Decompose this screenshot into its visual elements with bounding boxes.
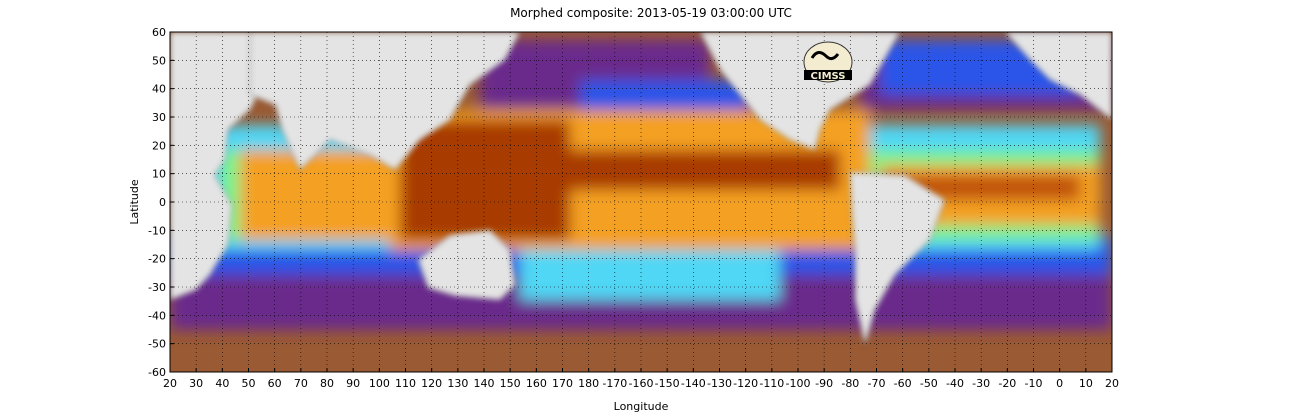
x-tick-label: 70 xyxy=(294,377,308,390)
x-tick-label: 90 xyxy=(346,377,360,390)
y-axis-label: Latitude xyxy=(128,179,141,225)
y-tick-label: 30 xyxy=(152,111,166,124)
x-tick-label: 180 xyxy=(578,377,599,390)
x-tick-label: 140 xyxy=(474,377,495,390)
x-axis-label: Longitude xyxy=(614,400,669,413)
x-tick-label: 50 xyxy=(242,377,256,390)
y-axis-ticks: 60 50 40 30 20 10 0 -10 -20 -30 -40 -50 -60 xyxy=(148,26,174,379)
x-tick-label: 100 xyxy=(369,377,390,390)
y-tick-label: 10 xyxy=(152,168,166,181)
x-tick-label: 20 xyxy=(1105,377,1119,390)
x-tick-label: -150 xyxy=(655,377,680,390)
south-america-land xyxy=(849,171,946,346)
x-tick-label: -50 xyxy=(920,377,938,390)
y-tick-label: -40 xyxy=(148,309,166,322)
x-tick-label: -10 xyxy=(1025,377,1043,390)
x-tick-label: -160 xyxy=(629,377,654,390)
y-tick-label: 20 xyxy=(152,139,166,152)
x-tick-label: -40 xyxy=(946,377,964,390)
x-tick-label: -30 xyxy=(972,377,990,390)
x-tick-label: -140 xyxy=(681,377,706,390)
x-tick-label: 110 xyxy=(395,377,416,390)
x-tick-label: 40 xyxy=(215,377,229,390)
graticule-grid xyxy=(170,32,1112,372)
eurasia-land xyxy=(249,32,521,171)
x-axis-ticks: 20 30 40 50 60 70 80 90 100 110 120 130 140 150 160 170… xyxy=(163,368,1119,390)
x-tick-label: 120 xyxy=(421,377,442,390)
logo-text: CIMSS xyxy=(811,71,846,82)
x-tick-label: 130 xyxy=(447,377,468,390)
x-tick-label: -70 xyxy=(868,377,886,390)
x-tick-label: -80 xyxy=(841,377,859,390)
x-tick-label: 160 xyxy=(526,377,547,390)
x-tick-label: -170 xyxy=(602,377,627,390)
x-tick-label: -90 xyxy=(815,377,833,390)
x-tick-label: -100 xyxy=(786,377,811,390)
y-tick-label: -20 xyxy=(148,253,166,266)
y-tick-label: 40 xyxy=(152,83,166,96)
x-tick-label: -20 xyxy=(998,377,1016,390)
australia-land xyxy=(417,229,516,301)
y-tick-label: -50 xyxy=(148,338,166,351)
greenland-land xyxy=(1004,32,1112,121)
y-tick-label: -30 xyxy=(148,281,166,294)
x-tick-label: -130 xyxy=(707,377,732,390)
x-tick-label: 30 xyxy=(189,377,203,390)
x-tick-label: 150 xyxy=(500,377,521,390)
x-tick-label: 60 xyxy=(268,377,282,390)
x-tick-label: 170 xyxy=(552,377,573,390)
y-tick-label: 50 xyxy=(152,54,166,67)
chart-title: Morphed composite: 2013-05-19 03:00:00 U… xyxy=(510,6,792,20)
y-tick-label: -10 xyxy=(148,224,166,237)
y-tick-label: 0 xyxy=(159,196,166,209)
x-tick-label: -120 xyxy=(733,377,758,390)
cimss-logo: CIMSS xyxy=(803,41,853,83)
y-tick-label: -60 xyxy=(148,366,166,379)
x-tick-label: -110 xyxy=(759,377,784,390)
x-tick-label: 80 xyxy=(320,377,334,390)
x-tick-label: 0 xyxy=(1056,377,1063,390)
x-tick-label: 20 xyxy=(163,377,177,390)
x-tick-label: -60 xyxy=(894,377,912,390)
y-tick-label: 60 xyxy=(152,26,166,39)
x-tick-label: 10 xyxy=(1079,377,1093,390)
